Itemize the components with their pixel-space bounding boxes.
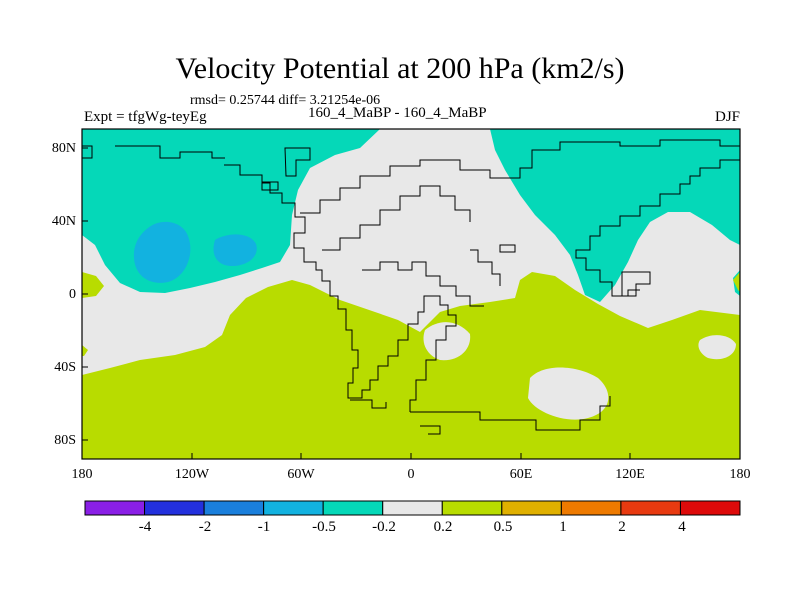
coastline-south-america-east: [353, 295, 430, 399]
map-field: [82, 129, 740, 459]
colorbar-label-1: 1: [559, 519, 567, 535]
colorbar-box-4: [322, 500, 384, 516]
teal-region-northeast: [490, 129, 740, 302]
coastline-inland: [322, 185, 471, 251]
chart-title: Velocity Potential at 200 hPa (km2/s): [175, 52, 625, 85]
season-label: DJF: [714, 109, 740, 125]
coastline-inland-lakes: [261, 181, 516, 253]
green-region-small-west: [82, 345, 88, 356]
continent-outlines: [82, 139, 740, 435]
coastline-south-shelf: [410, 396, 611, 431]
colorbar-box-5: [382, 500, 443, 516]
blue-cell-america: [213, 234, 257, 266]
colorbar-box-9: [620, 500, 681, 516]
lon-label-60w: 60W: [287, 467, 315, 482]
coastline-antarctic-edge: [420, 425, 441, 435]
colorbar-box-0: [84, 500, 146, 516]
colorbar-box-3: [263, 500, 324, 516]
lon-label-60e: 60E: [509, 467, 533, 482]
light-island-far-east: [698, 335, 736, 360]
lon-label-120e: 120E: [615, 467, 645, 482]
lon-label-0: 0: [407, 467, 415, 482]
colorbar-box-1: [144, 500, 205, 516]
experiment-label: Expt = tfgWg-teyEg: [84, 109, 207, 125]
map-ticks: [82, 147, 631, 459]
colorbar-label-neg2: -2: [198, 519, 212, 535]
colorbar-box-2: [203, 500, 265, 516]
colorbar-label-neg4: -4: [138, 519, 152, 535]
colorbar-label-05: 0.5: [493, 519, 513, 535]
coastline-south: [350, 399, 387, 409]
coastline-mediterranean: [362, 261, 484, 307]
colorbar-label-neg02: -0.2: [372, 519, 396, 535]
lon-label-180e: 180: [729, 467, 751, 482]
lat-label-80s: 80S: [54, 433, 76, 448]
colorbar-label-02: 0.2: [433, 519, 453, 535]
coastline-north-polar: [82, 145, 93, 159]
lat-label-40s: 40S: [54, 360, 76, 375]
coastline-asia-east: [575, 159, 740, 297]
light-island-east: [528, 367, 609, 420]
colorbar-label-neg1: -1: [257, 519, 271, 535]
lon-label-180w: 180: [71, 467, 93, 482]
green-region-east-edge: [733, 272, 740, 292]
colorbar-label-2: 2: [618, 519, 626, 535]
light-island-africa: [423, 322, 471, 361]
lat-label-0: 0: [69, 287, 76, 302]
coastline-east-islands: [621, 271, 651, 297]
blue-cell-pacific: [133, 221, 191, 283]
colorbar-label-4: 4: [678, 519, 686, 535]
colorbar-box-10: [679, 500, 741, 516]
colorbar-box-7: [501, 500, 562, 516]
coastline-africa: [409, 295, 457, 412]
coastline-arabia: [470, 249, 501, 286]
lat-label-40n: 40N: [51, 214, 76, 229]
case-label: 160_4_MaBP - 160_4_MaBP: [308, 105, 487, 121]
lat-label-80n: 80N: [51, 141, 76, 156]
colorbar: [84, 500, 741, 516]
coastline-eurasia: [300, 139, 740, 214]
colorbar-label-neg05: -0.5: [312, 519, 336, 535]
green-region-west-edge: [82, 272, 104, 298]
statistics-text: rmsd= 0.25744 diff= 3.21254e-06: [190, 93, 381, 108]
lon-label-120w: 120W: [174, 467, 210, 482]
coastline-north-islands: [115, 145, 225, 159]
colorbar-box-8: [560, 500, 622, 516]
coastline-greenland: [284, 147, 311, 177]
colorbar-box-6: [441, 500, 503, 516]
coastline-americas: [224, 164, 359, 399]
